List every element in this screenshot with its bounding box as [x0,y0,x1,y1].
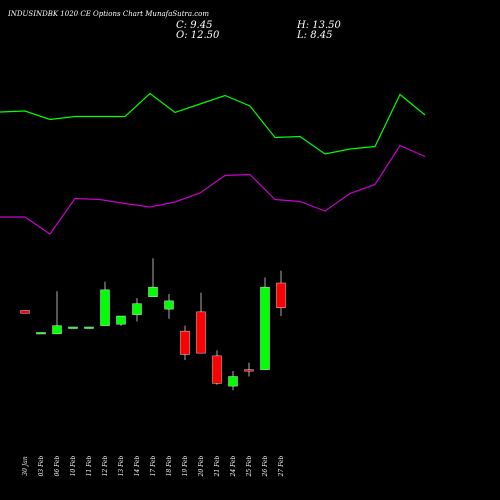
close-value: C: 9.45 [176,20,213,31]
candle-body [116,315,126,325]
candle-body [196,311,206,354]
x-tick-label: 18 Feb [166,455,173,476]
candle-body [100,289,110,326]
x-tick-label: 06 Feb [54,455,61,476]
x-tick-label: 10 Feb [70,455,77,476]
lower-band-line [0,144,426,235]
candle-body [212,355,222,384]
candle [52,291,62,335]
upper-band-line [0,92,426,155]
x-tick-label: 14 Feb [134,455,141,476]
x-tick-label: 27 Feb [278,455,285,477]
candle-body [244,369,254,372]
x-axis-tick-labels: 30 Jan 03 Feb 06 Feb 10 Feb 11 Feb 12 Feb 13 F… [22,455,285,477]
candle [212,350,222,385]
candle-body [68,326,78,329]
x-tick-label: 11 Feb [86,455,93,476]
candle [68,326,78,329]
x-tick-label: 20 Feb [198,455,205,477]
x-tick-label: 12 Feb [102,455,109,476]
x-tick-label: 21 Feb [214,455,221,477]
candlestick-series [20,258,286,391]
x-tick-label: 17 Feb [150,455,157,476]
candle [276,270,286,316]
candle [36,332,46,335]
candle [196,292,206,354]
low-value: L: 8.45 [297,30,333,41]
candle [228,371,238,391]
candle [180,325,190,360]
candle-body [148,286,158,297]
candle [148,258,158,297]
candle [84,326,94,329]
chart-title: INDUSINDBK 1020 CE Options Chart MunafaS… [8,10,210,18]
x-tick-label: 30 Jan [22,456,29,476]
high-value: H: 13.50 [297,20,341,31]
x-tick-label: 03 Feb [38,455,45,476]
candle-body [52,325,62,335]
x-tick-label: 19 Feb [182,455,189,476]
candle-body [180,330,190,355]
x-tick-label: 26 Feb [262,455,269,477]
x-tick-label: 13 Feb [118,455,125,476]
candle-body [132,303,142,315]
candle [100,281,110,326]
candle [244,362,254,377]
open-value: O: 12.50 [176,30,220,41]
candle-body [36,332,46,335]
indicator-bands [0,92,426,235]
candle-body [164,300,174,310]
candle-body [260,286,270,370]
x-tick-label: 25 Feb [246,455,253,477]
candle [132,298,142,322]
x-tick-label: 24 Feb [230,455,237,477]
candle [116,315,126,326]
candle-body [228,376,238,387]
candle-body [84,326,94,329]
candle-body [276,282,286,308]
candle [260,277,270,370]
candle [20,310,30,314]
candle-body [20,310,30,314]
candle [164,294,174,319]
